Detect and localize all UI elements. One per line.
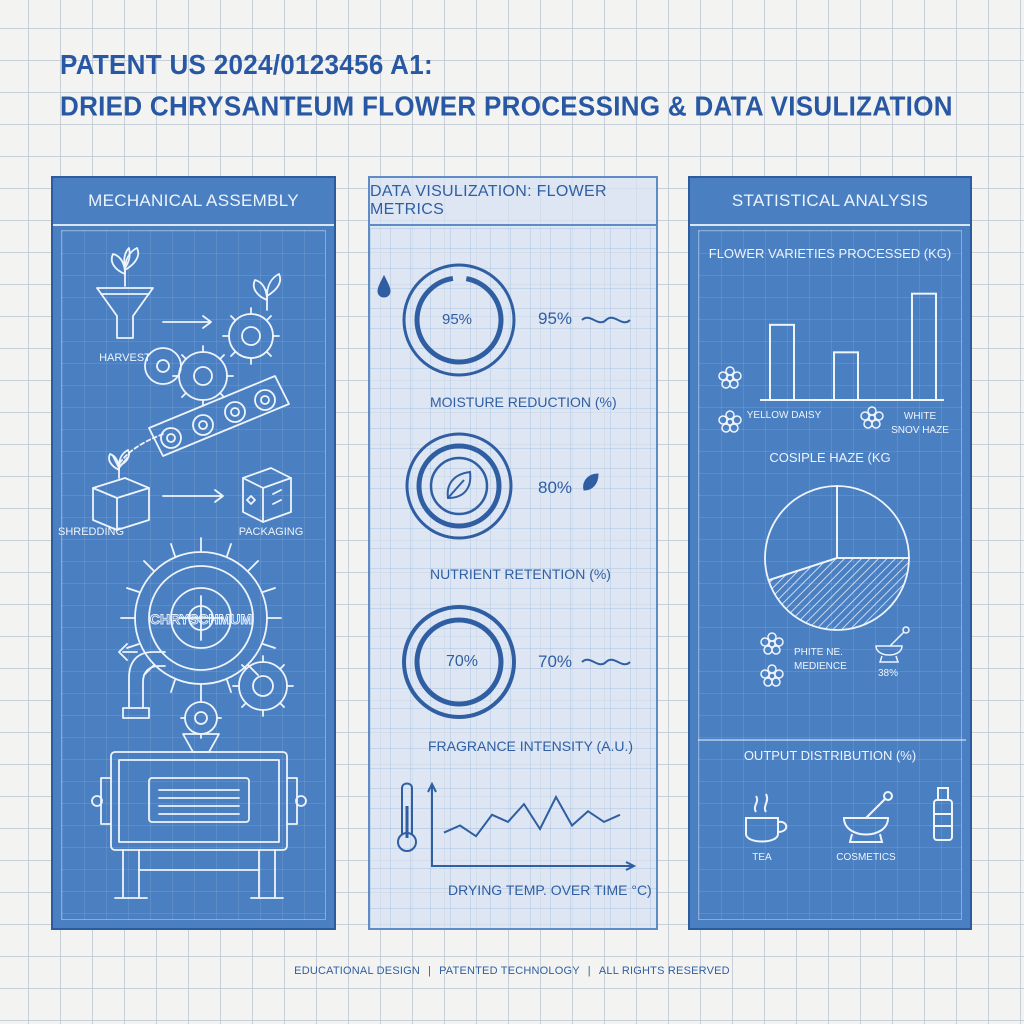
mechanical-drawing: CHRYSCHMUM	[91, 247, 307, 899]
flower-icon	[760, 664, 784, 687]
packaging-label: PACKAGING	[238, 526, 304, 538]
pie-slice-3	[764, 485, 838, 582]
gear-icon	[180, 697, 222, 739]
output-tea-label: TEA	[752, 852, 772, 863]
moisture-ring-value: 95%	[442, 311, 473, 328]
flower-icon	[760, 632, 784, 655]
fragrance-side-value: 70%	[538, 652, 573, 671]
arrow-right-icon	[162, 489, 224, 503]
thermometer-icon	[397, 782, 417, 852]
processing-machine	[91, 751, 307, 899]
gear-label: CHRYSCHMUM	[150, 611, 252, 627]
nutrient-label: NUTRIENT RETENTION (%)	[430, 566, 611, 582]
gear-icon	[144, 347, 182, 385]
nutrient-gauge	[405, 432, 513, 540]
line-chart-axes	[431, 786, 632, 867]
bar-3	[911, 292, 937, 401]
fragrance-gauge	[402, 605, 516, 719]
moisture-side-value: 95%	[538, 309, 573, 328]
footer: EDUCATIONAL DESIGN | PATENTED TECHNOLOGY | A…	[0, 965, 1024, 977]
gear-icon	[232, 655, 294, 717]
mechanical-assembly-heading: MECHANICAL ASSEMBLY	[53, 178, 334, 226]
pie-slice-1	[836, 485, 910, 559]
flower-icon	[718, 366, 742, 389]
bar-chart-title: FLOWER VARIETIES PROCESSED (KG)	[708, 246, 952, 261]
pie-label-phite: PHITE NE. MEDIENCE	[794, 647, 847, 672]
shredding-label: SHREDDING	[57, 526, 125, 538]
footer-separator: |	[428, 965, 432, 977]
flower-icon	[860, 406, 884, 429]
title-line-2: DRIED CHRYSANTEUM FLOWER PROCESSING & DA…	[60, 89, 953, 122]
statistical-analysis-panel: STATISTICAL ANALYSIS FLOWER VARIETIES PR…	[688, 176, 972, 930]
title-line-1: PATENT US 2024/0123456 A1:	[60, 48, 433, 81]
funnel-icon	[96, 287, 154, 339]
output-cosmetics-label: COSMETICS	[836, 852, 896, 863]
footer-part-3: ALL RIGHTS RESERVED	[598, 965, 730, 977]
flower-metrics-panel: DATA VISULIZATION: FLOWER METRICS	[368, 176, 658, 930]
mechanical-assembly-panel: MECHANICAL ASSEMBLY	[51, 176, 336, 930]
harvest-label: HARVEST	[99, 352, 151, 364]
sprout-icon	[110, 247, 140, 287]
conveyor-belt	[148, 375, 290, 457]
footer-part-1: EDUCATIONAL DESIGN	[294, 965, 421, 977]
pie-label-38: 38%	[878, 668, 899, 679]
gear-icon	[222, 307, 280, 365]
wave-icon	[581, 658, 631, 666]
metrics-drawing	[377, 263, 637, 871]
output-distribution-title: OUTPUT DISTRIBUTION (%)	[743, 748, 917, 763]
mechanical-grid	[61, 230, 326, 920]
statistical-analysis-heading: STATISTICAL ANALYSIS	[690, 178, 970, 226]
footer-separator: |	[587, 965, 591, 977]
tea-cup-icon	[745, 793, 788, 843]
moisture-label: MOISTURE REDUCTION (%)	[430, 394, 617, 410]
fragrance-label: FRAGRANCE INTENSITY (A.U.)	[428, 738, 634, 754]
bar-category-yellow-daisy: YELLOW DAISY	[746, 410, 822, 421]
package-icon	[242, 467, 292, 523]
leaf-icon	[583, 473, 599, 491]
wave-icon	[581, 316, 631, 324]
bottle-icon	[933, 787, 953, 841]
flower-icon	[718, 410, 742, 433]
metrics-grid	[370, 228, 656, 928]
pie-slice-2	[767, 557, 910, 631]
drying-temp-label: DRYING TEMP. OVER TIME °C)	[448, 882, 652, 898]
pie-chart	[764, 485, 910, 631]
fragrance-ring-value: 70%	[446, 653, 479, 670]
leaf-icon	[446, 470, 472, 500]
water-drop-icon	[377, 274, 391, 298]
footer-part-2: PATENTED TECHNOLOGY	[439, 965, 580, 977]
pipe	[128, 651, 166, 709]
pie-chart-title: COSIPLE HAZE (KG	[769, 450, 891, 465]
mortar-icon	[875, 626, 910, 663]
bar-category-white-snov-haze: WHITE SNOV HAZE	[891, 411, 949, 436]
drying-temp-line	[443, 794, 621, 838]
flower-metrics-heading: DATA VISULIZATION: FLOWER METRICS	[370, 178, 656, 226]
page-title: PATENT US 2024/0123456 A1: DRIED CHRYSAN…	[60, 44, 960, 126]
sprout-icon	[252, 273, 282, 311]
mortar-pestle-icon	[842, 791, 893, 843]
bar-2	[833, 351, 859, 401]
box-icon	[92, 449, 150, 531]
large-gear-icon	[120, 537, 282, 699]
dashed-arrow	[118, 433, 164, 465]
nutrient-side-value: 80%	[538, 478, 573, 497]
bar-chart	[698, 292, 966, 843]
arrow-right-icon	[162, 315, 212, 329]
bar-1	[769, 323, 795, 401]
